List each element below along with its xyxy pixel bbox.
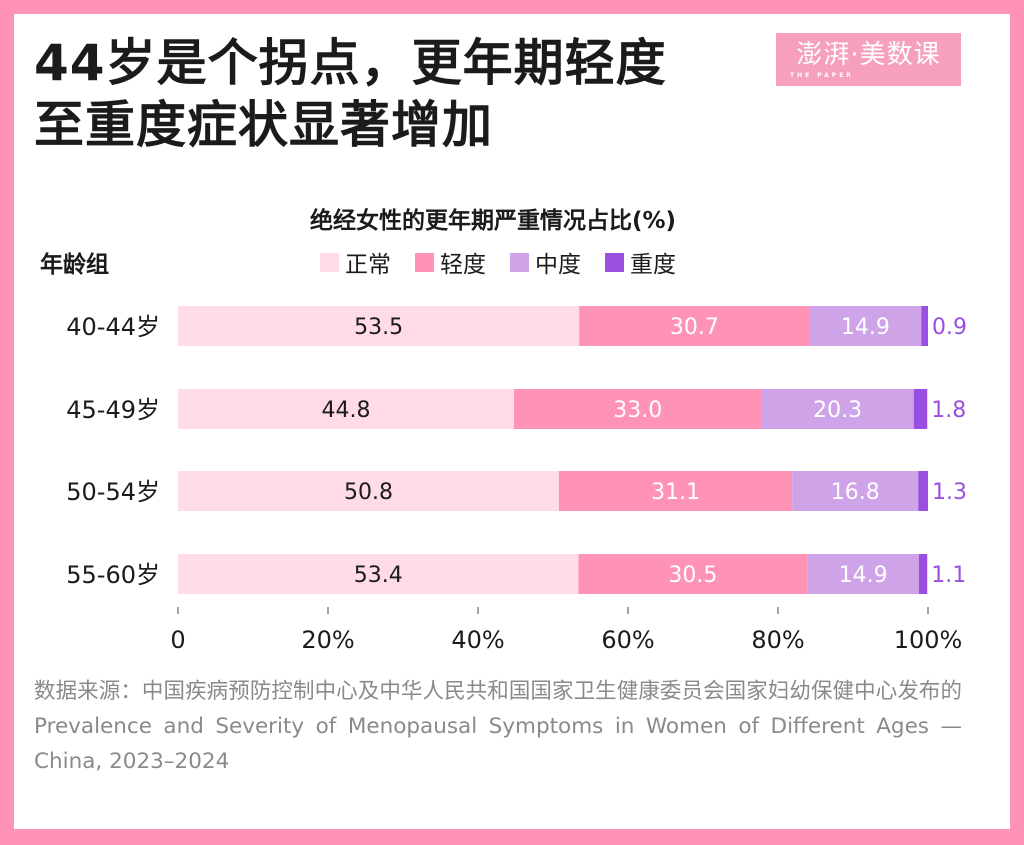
page-title: 44岁是个拐点，更年期轻度 至重度症状显著增加 — [34, 32, 667, 156]
bar-segment-2 — [579, 306, 810, 346]
bar-segment-4 — [913, 389, 928, 429]
x-tick-label: 40% — [451, 626, 504, 654]
bar-segment-3 — [809, 306, 922, 346]
logo-text: 澎湃·美数课 — [796, 40, 941, 70]
bar-segment-3 — [807, 554, 919, 594]
legend-item-severe: 重度 — [605, 245, 676, 279]
data-label: 16.8 — [831, 480, 880, 505]
data-label: 44.8 — [322, 398, 371, 423]
data-label: 0.9 — [932, 315, 967, 340]
data-label: 50.8 — [344, 480, 393, 505]
data-label: 14.9 — [839, 563, 888, 588]
category-label: 40-44岁 — [66, 313, 160, 341]
data-label: 33.0 — [613, 398, 662, 423]
bar-segment-2 — [578, 554, 808, 594]
category-label: 45-49岁 — [66, 396, 160, 424]
data-label: 53.5 — [354, 315, 403, 340]
bar-segment-1 — [178, 389, 514, 429]
legend-item-mild: 轻度 — [415, 245, 486, 279]
x-tick-label: 20% — [301, 626, 354, 654]
x-tick-label: 60% — [601, 626, 654, 654]
title-line-1: 44岁是个拐点，更年期轻度 — [34, 34, 667, 92]
brand-logo: 澎湃·美数课 THE PAPER — [776, 33, 961, 86]
bar-segment-4 — [921, 306, 928, 346]
data-label: 1.8 — [931, 398, 966, 423]
x-tick-label: 100% — [894, 626, 963, 654]
logo-subtext: THE PAPER — [790, 72, 854, 79]
bar-segment-1 — [178, 554, 579, 594]
x-tick-label: 0 — [170, 626, 185, 654]
data-label: 20.3 — [813, 398, 862, 423]
data-source-note: 数据来源：中国疾病预防控制中心及中华人民共和国国家卫生健康委员会国家妇幼保健中心… — [34, 679, 962, 774]
data-label: 53.4 — [354, 563, 403, 588]
data-label: 1.3 — [932, 480, 967, 505]
data-label: 30.5 — [668, 563, 717, 588]
legend-swatch — [510, 252, 529, 272]
chart-title: 绝经女性的更年期严重情况占比(%) — [310, 208, 677, 234]
y-axis-label: 年龄组 — [40, 252, 109, 278]
bar-segment-3 — [792, 471, 919, 511]
data-label: 30.7 — [670, 315, 719, 340]
data-label: 1.1 — [931, 563, 966, 588]
legend-label: 轻度 — [440, 252, 486, 278]
category-label: 55-60岁 — [66, 561, 160, 589]
legend-label: 中度 — [535, 252, 581, 278]
legend-swatch — [605, 252, 624, 272]
bar-segment-4 — [919, 554, 928, 594]
title-line-2: 至重度症状显著增加 — [34, 96, 493, 154]
data-label: 31.1 — [651, 480, 700, 505]
bar-segment-2 — [559, 471, 793, 511]
bar-segment-2 — [514, 389, 762, 429]
legend-label: 重度 — [630, 252, 676, 278]
legend-item-normal: 正常 — [320, 245, 391, 279]
bar-segment-4 — [918, 471, 928, 511]
legend-swatch — [415, 252, 434, 272]
data-label: 14.9 — [841, 315, 890, 340]
bar-segment-3 — [761, 389, 914, 429]
category-label: 50-54岁 — [66, 478, 160, 506]
legend-label: 正常 — [345, 252, 391, 278]
bar-segment-1 — [178, 471, 559, 511]
legend-item-moderate: 中度 — [510, 245, 581, 279]
bar-segment-1 — [178, 306, 580, 346]
legend: 正常 轻度 中度 重度 — [320, 245, 676, 279]
legend-swatch — [320, 252, 339, 272]
x-tick-label: 80% — [751, 626, 804, 654]
